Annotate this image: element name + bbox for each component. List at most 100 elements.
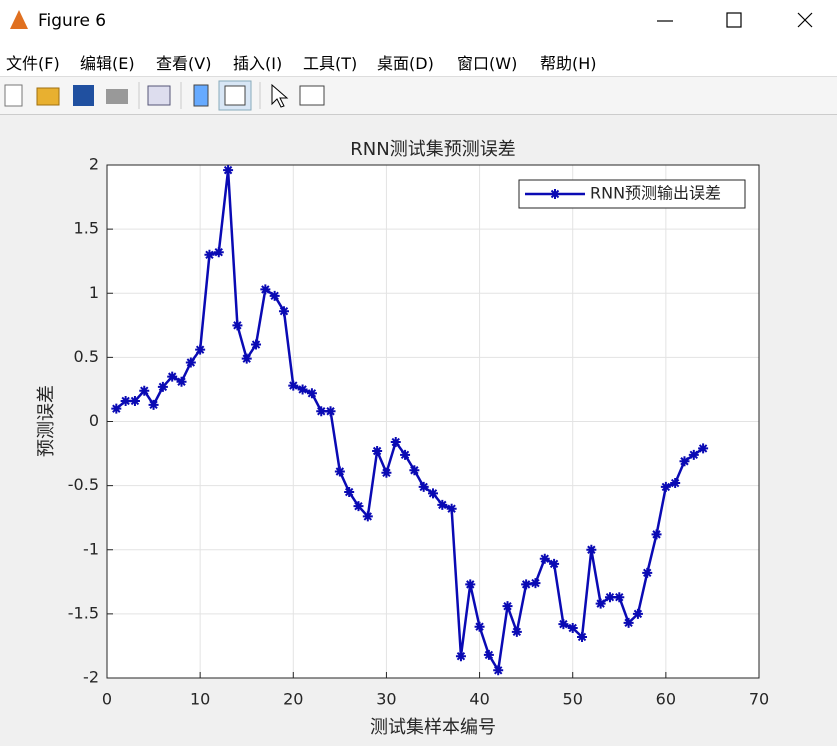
data-marker — [269, 290, 280, 301]
property-icon[interactable] — [299, 85, 325, 106]
data-marker — [577, 631, 588, 642]
data-marker — [437, 499, 448, 510]
data-marker — [195, 344, 206, 355]
data-marker — [586, 544, 597, 555]
data-marker — [530, 578, 541, 589]
legend-marker — [550, 189, 560, 199]
save-icon[interactable] — [73, 85, 94, 106]
data-marker — [157, 381, 168, 392]
pointer-icon[interactable] — [271, 83, 289, 108]
data-marker — [251, 339, 262, 350]
y-tick-label: 1.5 — [74, 219, 99, 238]
toolbar — [0, 77, 837, 115]
menu-item[interactable]: 文件(F) — [6, 54, 60, 73]
data-marker — [670, 478, 681, 489]
y-tick-label: -0.5 — [68, 475, 99, 494]
data-marker — [604, 592, 615, 603]
chart-title: RNN测试集预测误差 — [350, 139, 515, 160]
maximize-button[interactable] — [726, 12, 742, 28]
y-tick-label: 0 — [89, 411, 99, 430]
title-bar: Figure 6 — [0, 0, 837, 42]
data-marker — [632, 608, 643, 619]
data-marker — [400, 449, 411, 460]
app-icon — [10, 10, 28, 29]
data-marker — [660, 481, 671, 492]
data-marker — [306, 388, 317, 399]
y-axis-label: 预测误差 — [36, 385, 57, 457]
grid — [106, 164, 760, 679]
open-icon[interactable] — [36, 87, 60, 106]
title-bar-graphics: Figure 6 — [10, 10, 813, 31]
data-marker — [679, 456, 690, 467]
x-tick-label: 10 — [190, 690, 210, 709]
data-marker — [642, 567, 653, 578]
data-marker — [204, 249, 215, 260]
data-marker — [325, 406, 336, 417]
data-marker — [362, 511, 373, 522]
data-marker — [278, 306, 289, 317]
menu-item[interactable]: 编辑(E) — [80, 54, 135, 73]
y-tick-label: -1 — [83, 539, 99, 558]
data-marker — [688, 449, 699, 460]
data-marker — [446, 503, 457, 514]
data-marker — [409, 465, 420, 476]
menu-item[interactable]: 窗口(W) — [457, 54, 518, 73]
data-marker — [129, 395, 140, 406]
data-marker — [213, 247, 224, 258]
data-marker — [595, 598, 606, 609]
data-marker — [465, 579, 476, 590]
data-marker — [167, 371, 178, 382]
data-marker — [148, 399, 159, 410]
data-marker — [260, 284, 271, 295]
data-marker — [483, 649, 494, 660]
print-icon[interactable] — [106, 89, 128, 104]
menu-item[interactable]: 工具(T) — [303, 54, 358, 73]
close-button[interactable] — [797, 12, 813, 28]
x-tick-label: 40 — [469, 690, 489, 709]
menu-bar: 文件(F) 编辑(E) 查看(V) 插入(I) 工具(T) 桌面(D) 窗口(W) 帮助(H) — [0, 42, 837, 77]
menu-item[interactable]: 查看(V) — [156, 54, 212, 73]
data-marker — [390, 437, 401, 448]
link-icon[interactable] — [147, 85, 171, 106]
data-marker — [353, 501, 364, 512]
y-tick-label: 0.5 — [74, 347, 99, 366]
figure: RNN测试集预测误差 测试集样本编号 预测误差 -2 -1.5 -1 -0.5 0 0.5… — [36, 139, 769, 738]
data-marker — [316, 406, 327, 417]
data-marker — [614, 592, 625, 603]
colorbar-icon[interactable] — [193, 84, 209, 107]
x-tick-label: 30 — [376, 690, 396, 709]
data-marker — [558, 619, 569, 630]
x-tick-label: 60 — [656, 690, 676, 709]
x-tick-label: 70 — [749, 690, 769, 709]
x-axis-label: 测试集样本编号 — [370, 717, 496, 738]
window-title: Figure 6 — [38, 11, 106, 31]
new-icon[interactable] — [4, 84, 23, 107]
legend-icon — [224, 85, 246, 106]
data-marker — [549, 558, 560, 569]
menu-item[interactable]: 插入(I) — [233, 54, 283, 73]
data-marker — [623, 617, 634, 628]
data-marker — [502, 601, 513, 612]
y-tick-label: -1.5 — [68, 603, 99, 622]
x-tick-label: 50 — [563, 690, 583, 709]
menu-item[interactable]: 帮助(H) — [540, 54, 597, 73]
data-marker — [651, 529, 662, 540]
data-marker — [698, 443, 709, 454]
data-marker — [139, 385, 150, 396]
data-marker — [241, 353, 252, 364]
data-marker — [381, 467, 392, 478]
data-marker — [539, 553, 550, 564]
data-marker — [288, 380, 299, 391]
data-marker — [223, 165, 234, 176]
data-marker — [297, 384, 308, 395]
data-marker — [372, 445, 383, 456]
x-tick-label: 0 — [102, 690, 112, 709]
data-marker — [120, 395, 131, 406]
data-marker — [567, 622, 578, 633]
data-marker — [111, 403, 122, 414]
data-line — [115, 168, 704, 672]
x-tick-label: 20 — [283, 690, 303, 709]
menu-item[interactable]: 桌面(D) — [377, 54, 434, 73]
data-marker — [428, 488, 438, 499]
